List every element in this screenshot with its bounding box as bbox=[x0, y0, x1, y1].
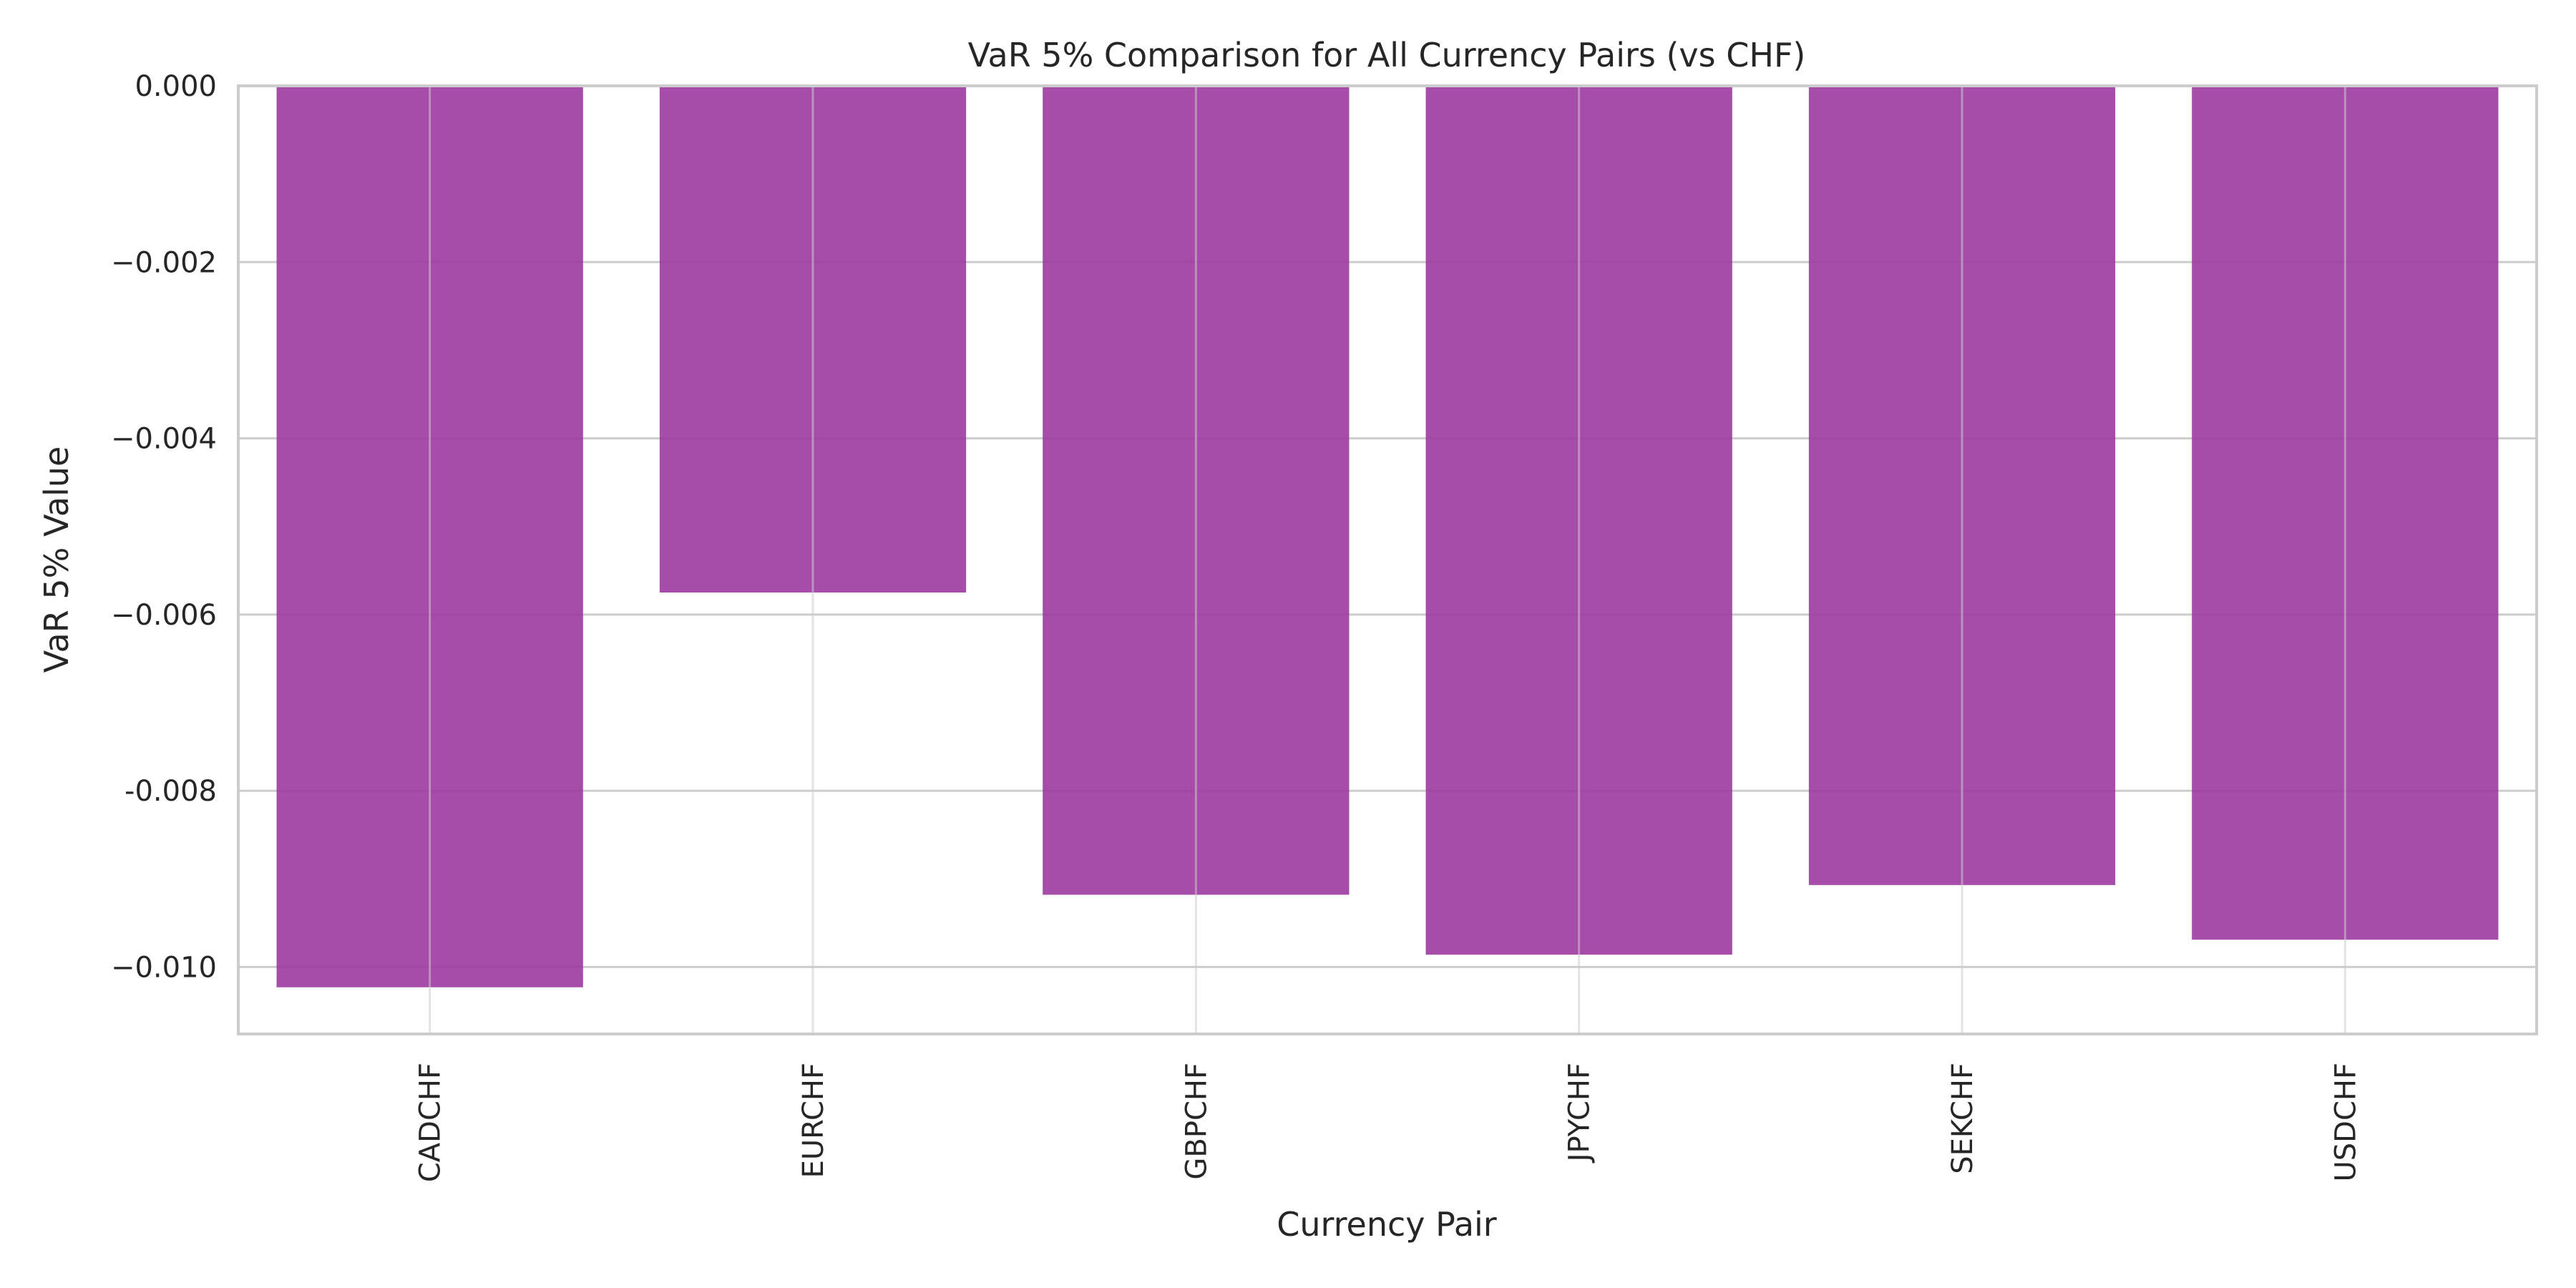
x-tick-label-gbpchf: GBPCHF bbox=[1180, 1063, 1213, 1180]
chart-title: VaR 5% Comparison for All Currency Pairs… bbox=[968, 36, 1806, 74]
x-tick-label-eurchf: EURCHF bbox=[797, 1063, 830, 1178]
y-tick-label: −0.002 bbox=[111, 246, 217, 279]
y-axis-title: VaR 5% Value bbox=[37, 447, 76, 673]
y-tick-label: −0.006 bbox=[111, 599, 217, 632]
y-tick-label: −0.004 bbox=[111, 423, 217, 456]
x-tick-label-jpychf: JPYCHF bbox=[1563, 1063, 1596, 1163]
x-axis-title: Currency Pair bbox=[1277, 1205, 1497, 1244]
plot-frame bbox=[237, 84, 2538, 1035]
x-tick-label-sekchf: SEKCHF bbox=[1946, 1063, 1979, 1174]
x-tick-labels: CADCHF EURCHF GBPCHF JPYCHF SEKCHF USDCHF bbox=[414, 1063, 2363, 1182]
y-tick-labels: 0.000 −0.002 −0.004 −0.006 -0.008 −0.010 bbox=[111, 70, 217, 984]
x-tick-label-cadchf: CADCHF bbox=[414, 1063, 447, 1182]
y-tick-label: −0.010 bbox=[111, 951, 217, 984]
spine-layer bbox=[237, 84, 2538, 1035]
y-tick-label: -0.008 bbox=[125, 775, 217, 808]
x-tick-label-usdchf: USDCHF bbox=[2329, 1063, 2362, 1181]
y-tick-label: 0.000 bbox=[135, 70, 217, 103]
xgrid-layer bbox=[429, 86, 2346, 1034]
